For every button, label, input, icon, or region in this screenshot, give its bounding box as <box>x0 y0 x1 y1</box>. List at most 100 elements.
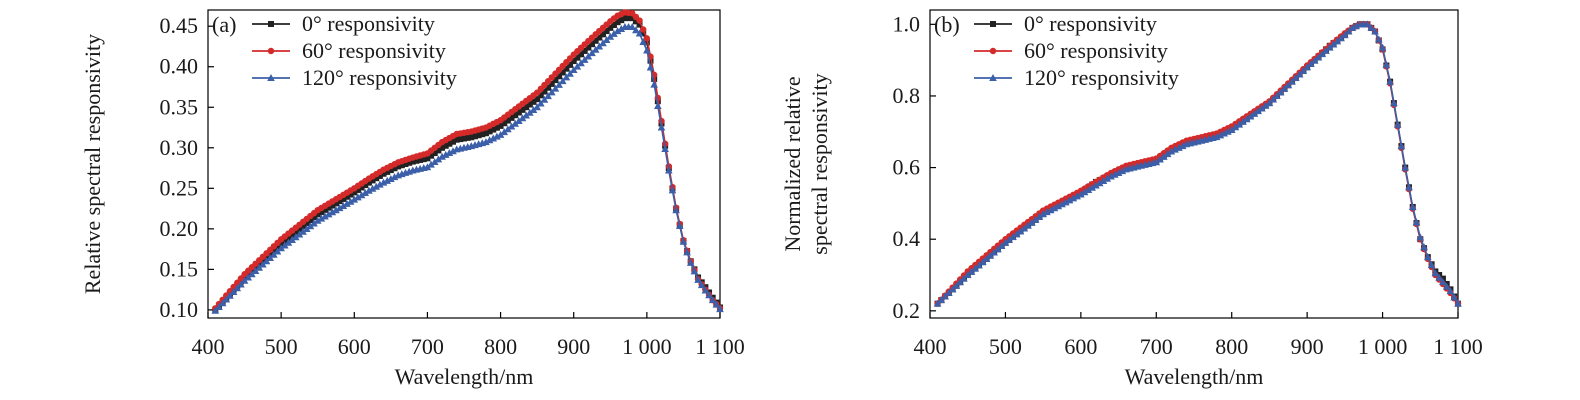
legend-entry-label: 60° responsivity <box>1024 38 1168 63</box>
data-point <box>475 132 482 139</box>
data-point <box>292 228 299 235</box>
data-point <box>354 186 361 193</box>
data-point <box>1250 109 1259 117</box>
data-point <box>278 240 285 247</box>
data-point <box>343 193 350 200</box>
data-point <box>1216 131 1225 139</box>
data-point <box>318 209 325 216</box>
data-point <box>358 184 365 191</box>
data-point <box>449 147 457 155</box>
data-point <box>479 131 486 138</box>
data-point <box>556 73 563 80</box>
y-tick-label: 0.8 <box>893 83 921 108</box>
data-point <box>300 222 307 229</box>
data-point <box>1314 53 1323 61</box>
data-point <box>504 125 512 133</box>
data-point <box>277 244 285 252</box>
data-point <box>683 248 691 256</box>
data-point <box>380 170 387 177</box>
data-point <box>303 220 310 227</box>
data-point <box>489 134 498 142</box>
y-tick-label: 0.35 <box>160 94 199 119</box>
data-point <box>952 281 961 289</box>
data-point <box>589 41 595 48</box>
data-point <box>526 108 534 116</box>
data-point <box>1322 46 1330 54</box>
data-point <box>1442 282 1451 290</box>
data-point <box>1239 117 1247 125</box>
legend-entry-label: 120° responsivity <box>302 65 457 90</box>
data-point <box>384 168 391 175</box>
x-tick-label: 800 <box>1215 334 1248 359</box>
data-point <box>222 295 231 303</box>
data-point <box>672 206 680 214</box>
data-point <box>431 150 438 157</box>
data-point <box>274 243 281 250</box>
data-point <box>1258 104 1266 112</box>
data-point <box>540 95 549 103</box>
data-point <box>310 219 318 227</box>
legend-marker <box>267 47 275 55</box>
legend-marker <box>267 74 275 81</box>
data-point <box>635 29 644 37</box>
data-point <box>1103 174 1112 182</box>
data-point <box>994 245 1002 253</box>
data-point <box>490 126 497 133</box>
data-point <box>971 264 980 272</box>
data-point <box>567 61 574 68</box>
data-point <box>1243 115 1251 123</box>
data-point <box>606 32 615 40</box>
data-point <box>329 202 336 209</box>
data-point <box>657 123 666 131</box>
data-point <box>1163 150 1172 158</box>
data-point <box>291 233 300 241</box>
data-point <box>518 114 527 122</box>
data-point <box>387 167 394 174</box>
data-point <box>592 37 599 44</box>
data-point <box>596 34 603 41</box>
data-point <box>519 106 526 113</box>
data-point <box>507 122 516 130</box>
panel-label: (b) <box>934 12 960 37</box>
series-markers-square <box>934 21 1461 307</box>
data-point <box>523 104 530 111</box>
data-point <box>1446 287 1455 295</box>
data-point <box>686 258 695 266</box>
data-point <box>1378 43 1387 51</box>
data-point <box>1367 23 1376 31</box>
data-point <box>343 199 351 207</box>
data-point <box>215 302 223 310</box>
x-axis-title: Wavelength/nm <box>395 364 534 389</box>
data-point <box>1043 208 1051 216</box>
data-point <box>945 288 953 296</box>
data-point <box>485 136 494 144</box>
data-point <box>997 242 1006 250</box>
data-point <box>530 98 537 105</box>
data-point <box>435 147 442 154</box>
data-point <box>1386 77 1394 85</box>
data-point <box>413 157 420 164</box>
data-point <box>937 296 946 304</box>
data-point <box>1431 269 1440 277</box>
data-point <box>614 19 621 26</box>
data-point <box>376 172 383 179</box>
x-tick-label: 900 <box>557 334 590 359</box>
data-point <box>933 299 942 307</box>
data-point <box>1016 227 1025 235</box>
series-markers-circle <box>934 21 1462 307</box>
data-point <box>229 287 238 295</box>
plot-frame <box>207 9 721 319</box>
data-point <box>1412 218 1421 226</box>
series-line-circle <box>214 11 721 309</box>
data-point <box>347 191 354 198</box>
legend-marker <box>989 74 997 81</box>
y-axis-title: Relative spectral responsivity <box>80 34 105 294</box>
data-point <box>548 80 555 87</box>
legend-entry-label: 0° responsivity <box>302 11 435 36</box>
data-point <box>1454 299 1462 307</box>
data-point <box>322 206 329 213</box>
panel-a: 400 500 600 700 800 900 1 000 1 1000.100.150.20… <box>80 9 745 389</box>
data-point <box>990 248 998 256</box>
data-point <box>324 210 333 218</box>
data-point <box>1152 158 1161 166</box>
